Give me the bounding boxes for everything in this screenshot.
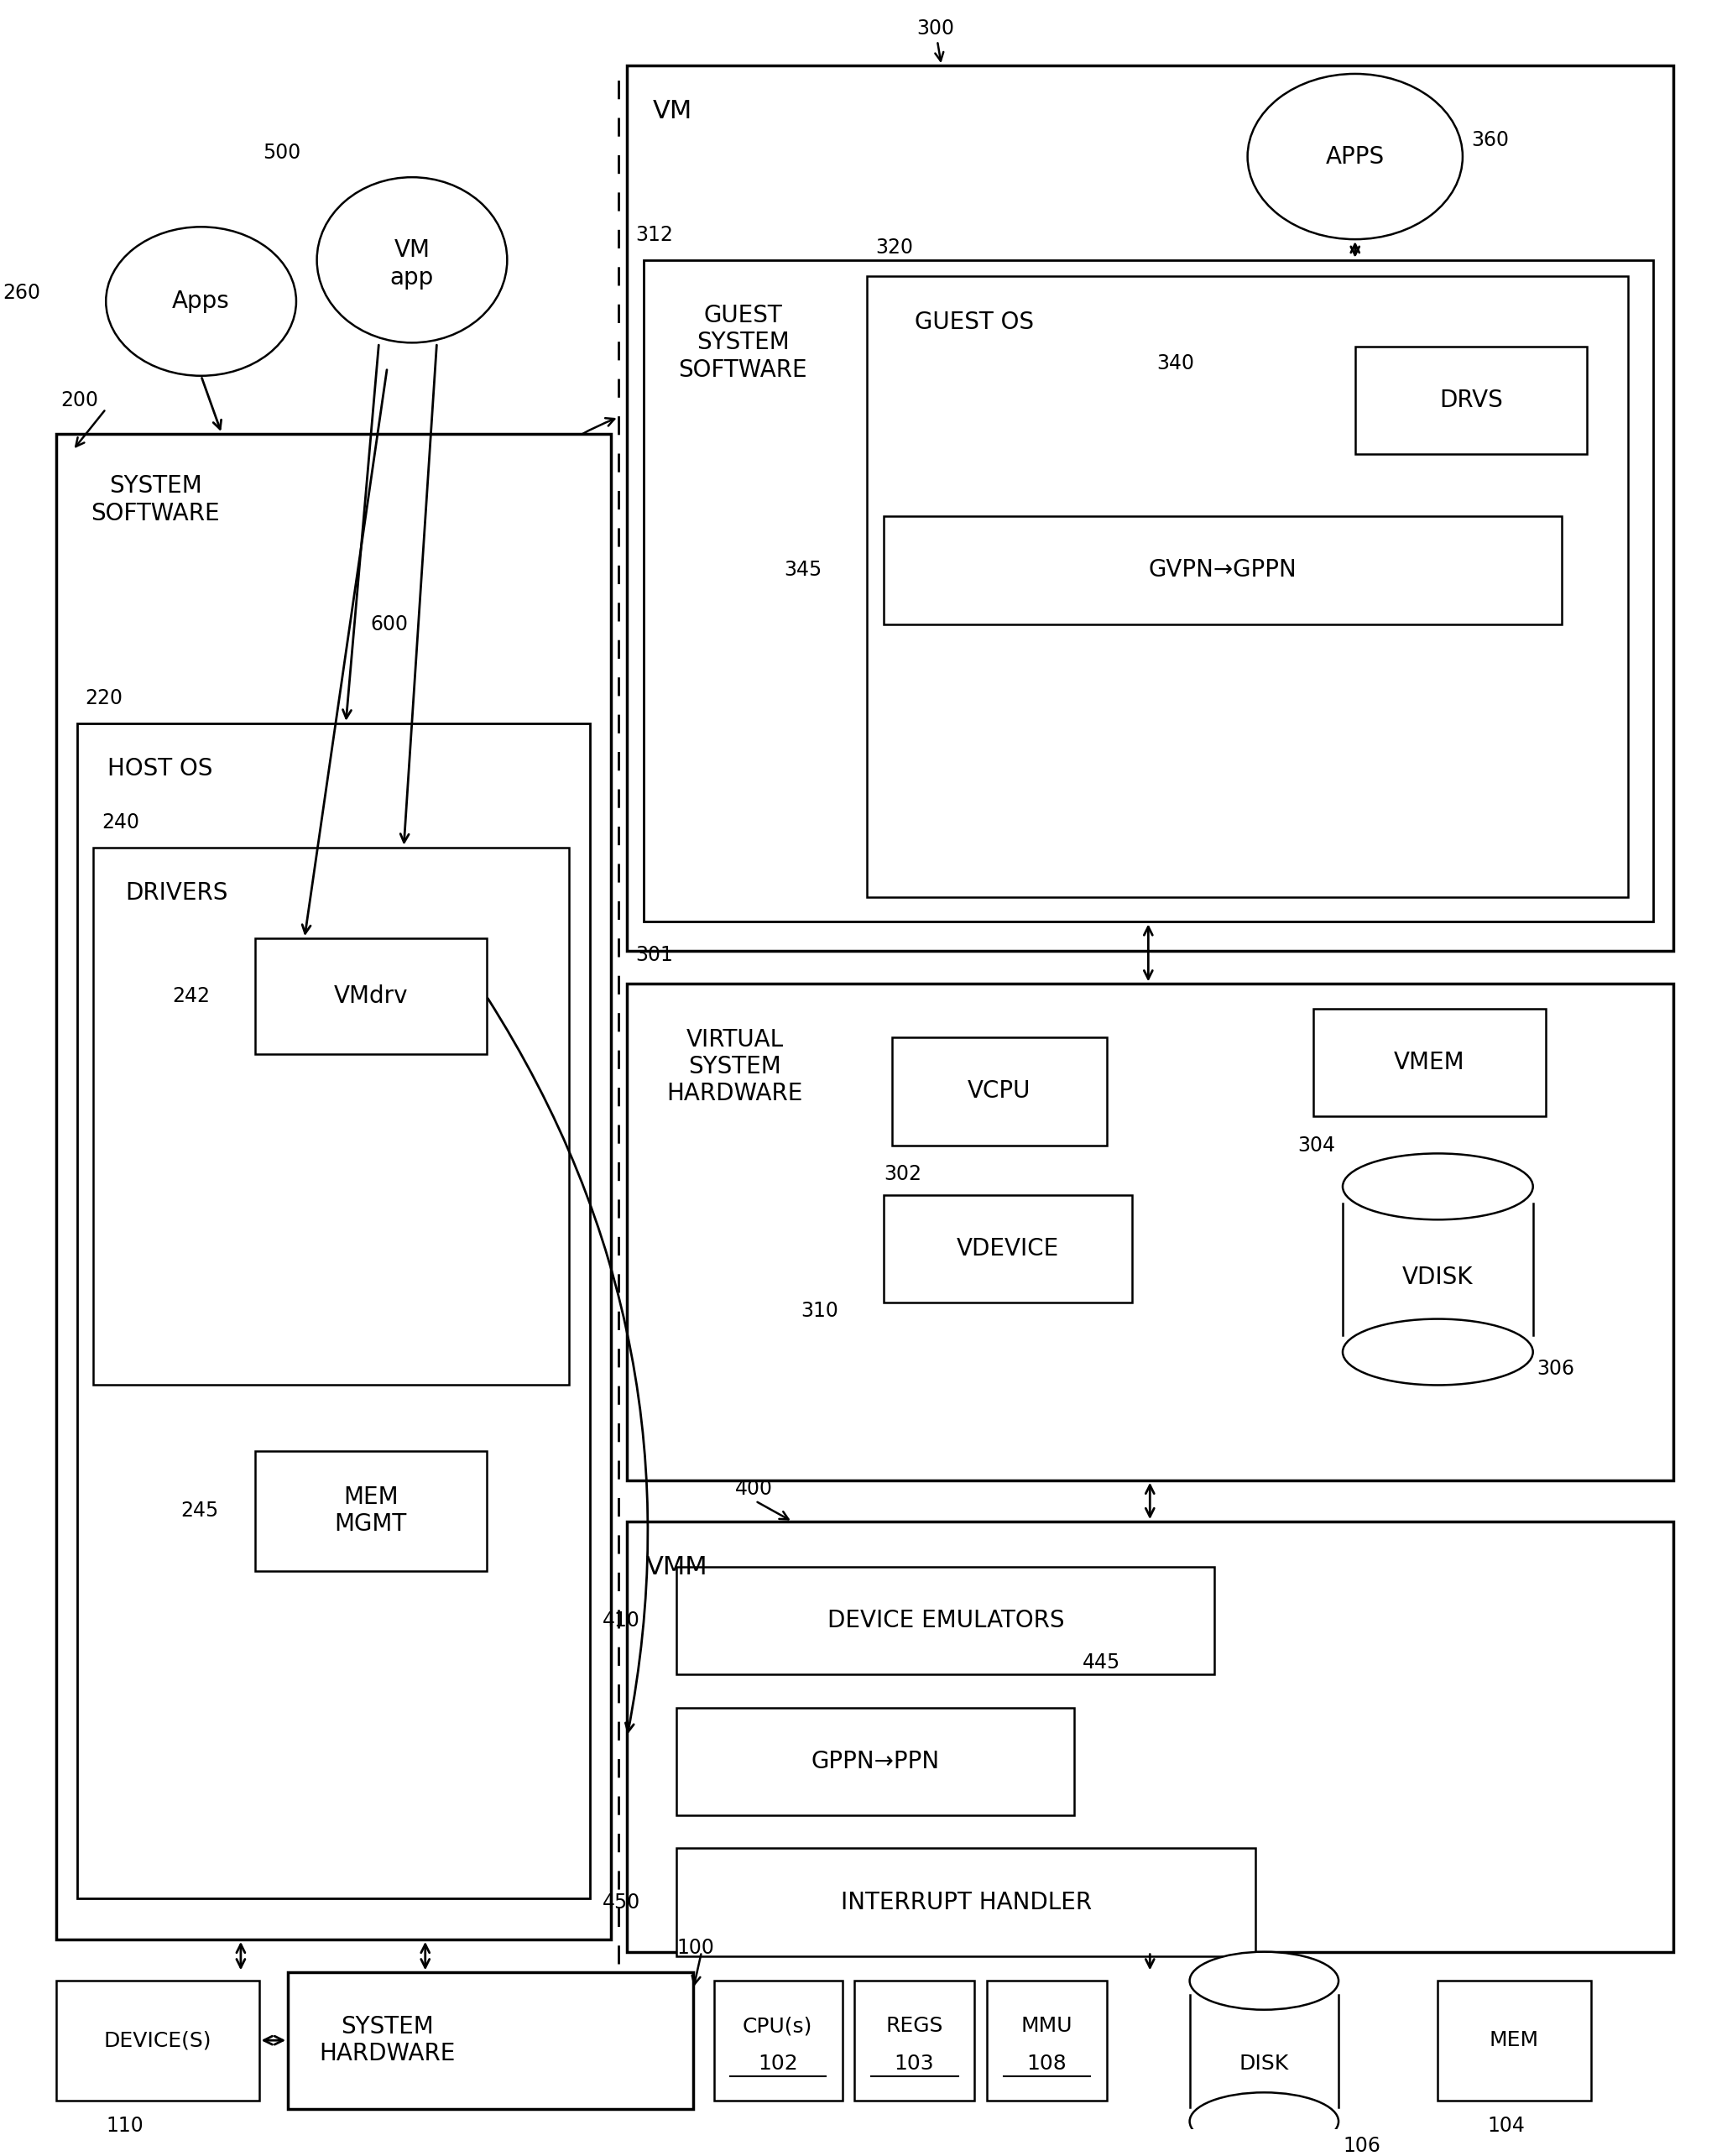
Text: 200: 200 <box>60 390 98 410</box>
Bar <box>866 276 1627 897</box>
Text: INTERRUPT HANDLER: INTERRUPT HANDLER <box>840 1891 1092 1915</box>
Text: APPS: APPS <box>1326 144 1384 168</box>
Bar <box>892 1037 1107 1145</box>
Text: 104: 104 <box>1488 2115 1526 2137</box>
Bar <box>57 433 611 1940</box>
Text: GUEST OS: GUEST OS <box>914 310 1035 334</box>
Bar <box>77 722 591 1897</box>
Bar <box>854 1981 975 2100</box>
Text: 304: 304 <box>1297 1134 1335 1156</box>
FancyArrowPatch shape <box>453 418 615 630</box>
Text: 312: 312 <box>635 224 673 246</box>
Text: 500: 500 <box>263 142 301 162</box>
Text: 110: 110 <box>107 2115 143 2137</box>
Text: HOST OS: HOST OS <box>107 757 212 780</box>
Text: 302: 302 <box>883 1164 921 1184</box>
Text: GVPN→GPPN: GVPN→GPPN <box>1149 558 1297 582</box>
Text: SYSTEM
HARDWARE: SYSTEM HARDWARE <box>319 2016 455 2065</box>
Text: 450: 450 <box>603 1893 641 1912</box>
Text: VCPU: VCPU <box>968 1080 1031 1104</box>
Text: VMdrv: VMdrv <box>334 985 408 1009</box>
Text: 245: 245 <box>181 1501 219 1520</box>
Ellipse shape <box>1247 73 1462 239</box>
Bar <box>93 847 570 1384</box>
Text: 301: 301 <box>635 944 673 966</box>
Text: DISK: DISK <box>1240 2053 1290 2074</box>
Bar <box>288 1973 694 2109</box>
Text: 445: 445 <box>1081 1651 1119 1673</box>
Text: 360: 360 <box>1471 129 1508 151</box>
Bar <box>1314 1009 1545 1117</box>
Text: GPPN→PPN: GPPN→PPN <box>811 1751 940 1772</box>
Text: Apps: Apps <box>172 289 231 313</box>
Ellipse shape <box>107 226 296 375</box>
Ellipse shape <box>1190 2093 1338 2150</box>
Bar <box>677 1567 1214 1675</box>
Text: 410: 410 <box>603 1611 641 1630</box>
Text: GUEST
SYSTEM
SOFTWARE: GUEST SYSTEM SOFTWARE <box>678 304 808 382</box>
Bar <box>987 1981 1107 2100</box>
Text: 240: 240 <box>102 813 139 832</box>
Text: 400: 400 <box>735 1479 773 1498</box>
Text: 306: 306 <box>1538 1358 1576 1378</box>
Ellipse shape <box>1343 1319 1533 1384</box>
Text: 320: 320 <box>875 237 913 257</box>
Text: MEM: MEM <box>1490 2031 1539 2050</box>
Bar <box>883 517 1562 623</box>
Ellipse shape <box>1190 1951 1338 2009</box>
Ellipse shape <box>1343 1153 1533 1220</box>
Bar <box>255 1451 486 1572</box>
Text: VIRTUAL
SYSTEM
HARDWARE: VIRTUAL SYSTEM HARDWARE <box>666 1028 802 1106</box>
Text: 106: 106 <box>1343 2137 1381 2156</box>
Bar <box>644 261 1653 923</box>
Text: SYSTEM
SOFTWARE: SYSTEM SOFTWARE <box>91 474 220 526</box>
Text: DEVICE EMULATORS: DEVICE EMULATORS <box>827 1608 1064 1632</box>
Text: 345: 345 <box>784 561 821 580</box>
Text: VM: VM <box>653 99 692 123</box>
Text: 600: 600 <box>370 614 408 634</box>
Text: 103: 103 <box>894 2053 933 2074</box>
Text: MMU: MMU <box>1021 2016 1073 2037</box>
Bar <box>57 1981 258 2100</box>
Text: 300: 300 <box>916 17 954 39</box>
Bar <box>715 1981 842 2100</box>
Text: VMM: VMM <box>646 1554 708 1580</box>
Text: DEVICE(S): DEVICE(S) <box>103 2031 212 2050</box>
Text: 102: 102 <box>758 2053 797 2074</box>
Bar <box>627 1522 1674 1951</box>
Text: VMEM: VMEM <box>1395 1050 1465 1074</box>
Text: 242: 242 <box>172 985 210 1007</box>
Bar <box>677 1708 1075 1815</box>
Bar <box>883 1194 1131 1302</box>
Bar <box>1355 347 1586 455</box>
Bar <box>627 65 1674 951</box>
Text: 220: 220 <box>86 688 122 709</box>
Bar <box>627 983 1674 1481</box>
Text: 340: 340 <box>1157 354 1195 373</box>
Text: VDISK: VDISK <box>1402 1266 1474 1289</box>
Text: 260: 260 <box>2 282 40 304</box>
Text: CPU(s): CPU(s) <box>742 2016 813 2037</box>
Text: 100: 100 <box>677 1938 715 1958</box>
Text: VDEVICE: VDEVICE <box>956 1238 1059 1261</box>
Text: DRIVERS: DRIVERS <box>126 882 227 906</box>
Bar <box>1438 1981 1591 2100</box>
Text: 310: 310 <box>801 1300 839 1322</box>
Text: 108: 108 <box>1026 2053 1066 2074</box>
Ellipse shape <box>317 177 508 343</box>
Bar <box>677 1848 1255 1955</box>
Text: DRVS: DRVS <box>1440 388 1503 412</box>
Text: VM
app: VM app <box>391 239 434 289</box>
Text: MEM
MGMT: MEM MGMT <box>334 1485 406 1537</box>
Bar <box>255 938 486 1054</box>
Text: REGS: REGS <box>885 2016 944 2037</box>
